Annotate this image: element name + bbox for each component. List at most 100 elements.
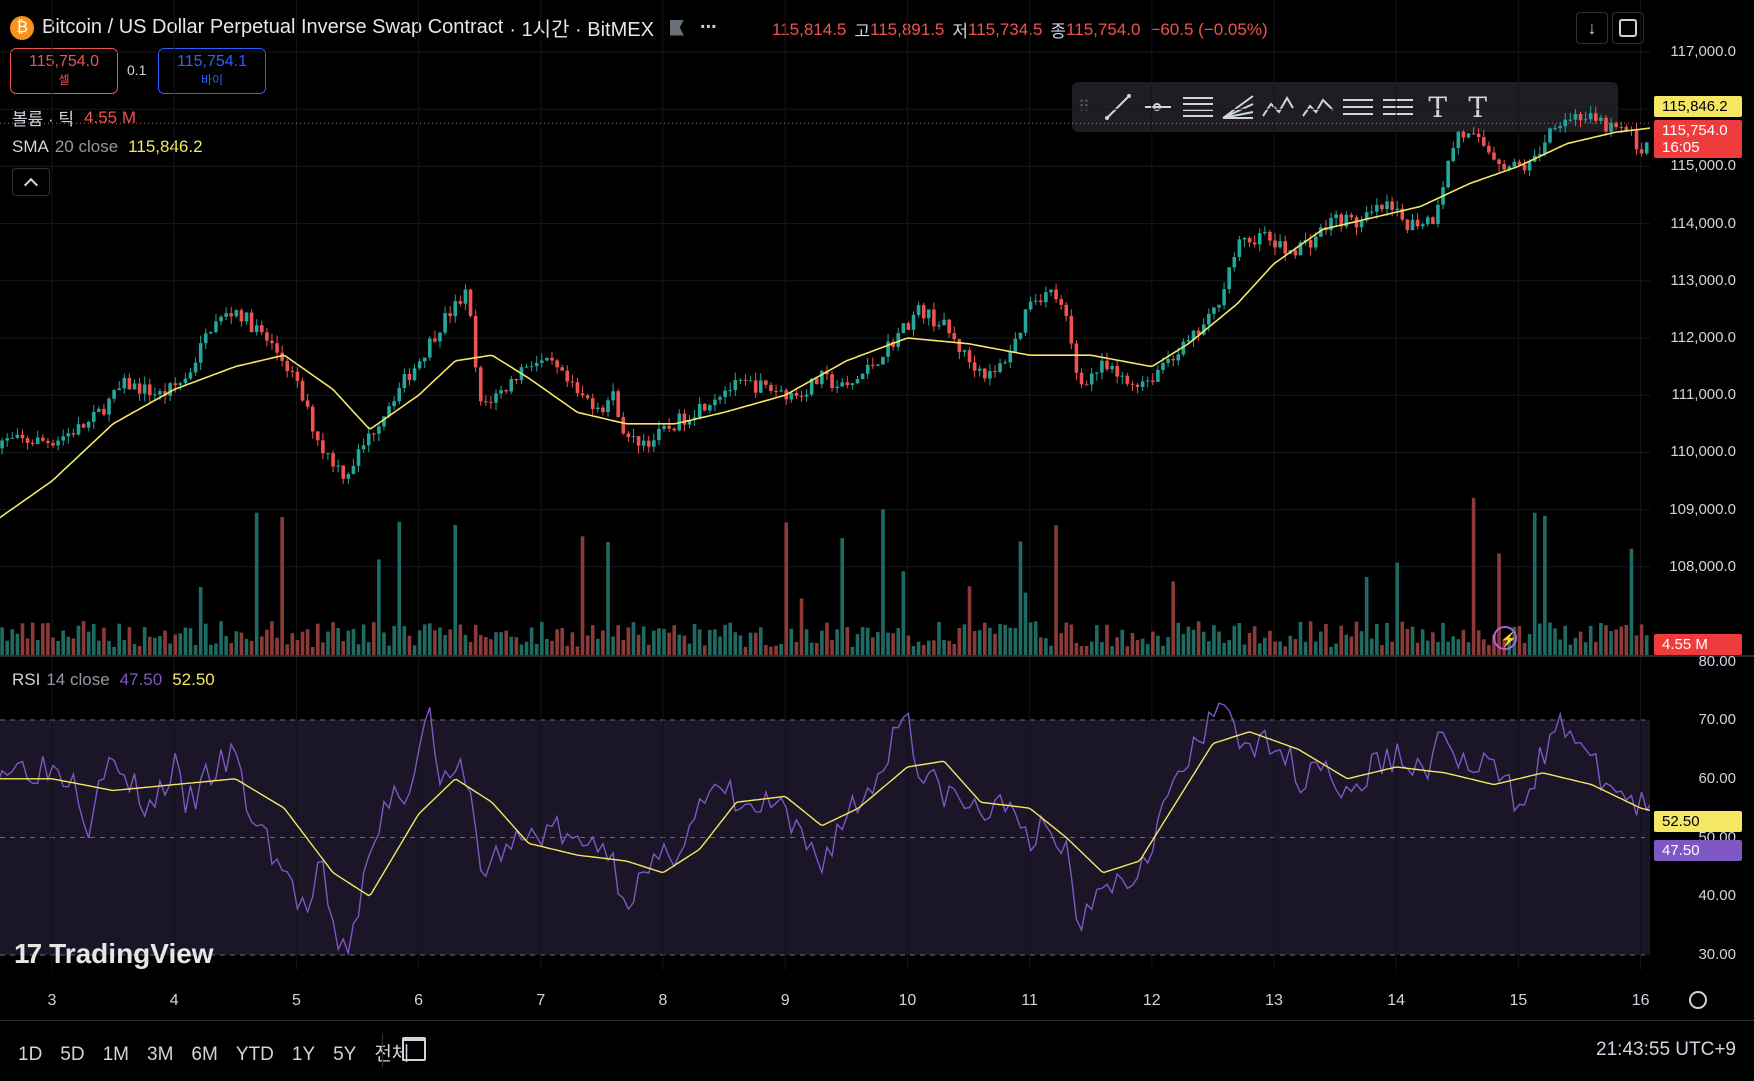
volume-bar — [667, 632, 671, 655]
sell-button[interactable]: 115,754.0 셀 — [10, 48, 118, 94]
range-button[interactable]: 1D — [18, 1044, 43, 1065]
range-button[interactable]: 5Y — [333, 1044, 357, 1065]
text-tool[interactable]: T — [1418, 87, 1458, 127]
range-button[interactable]: 5D — [60, 1044, 85, 1065]
candle-body — [748, 380, 753, 382]
volume-legend[interactable]: 볼륨 · 틱 4.55 M — [12, 105, 136, 130]
volume-bar — [1135, 640, 1140, 655]
volume-bar — [1207, 641, 1211, 655]
candle-body — [1313, 236, 1318, 248]
candle-body — [285, 360, 290, 371]
candle-body — [1359, 220, 1364, 228]
candle-body — [371, 433, 376, 435]
buy-button[interactable]: 115,754.1 바이 — [158, 48, 266, 94]
trend-line-tool[interactable] — [1098, 87, 1138, 127]
volume-bar — [758, 627, 763, 655]
range-button[interactable]: 3M — [147, 1044, 174, 1065]
volume-bar — [1522, 642, 1527, 655]
candle-body — [1583, 119, 1588, 121]
volume-bar — [1599, 623, 1603, 655]
parallel-channel-tool[interactable] — [1178, 87, 1218, 127]
time-axis[interactable]: 3 4 5 6 7 8 9 10 11 12 13 14 15 16 — [0, 970, 1650, 1010]
candle-body — [1120, 375, 1125, 377]
range-button[interactable]: 1M — [102, 1044, 129, 1065]
rsi-tick-label: 40.00 — [1698, 887, 1736, 905]
candle-body — [580, 393, 585, 396]
volume-bar — [51, 637, 55, 655]
more-options-icon[interactable]: ∙∙∙ — [699, 16, 717, 38]
scroll-down-button[interactable]: ↓ — [1576, 12, 1608, 44]
text-anchor-tool[interactable]: T — [1458, 87, 1498, 127]
candle-body — [1023, 309, 1028, 333]
candle-body — [738, 379, 743, 381]
volume-bar — [876, 631, 880, 655]
volume-bar — [580, 536, 585, 655]
candle-body — [51, 442, 55, 446]
symbol-title[interactable]: Bitcoin / US Dollar Perpetual Inverse Sw… — [42, 16, 504, 38]
date-range-tool[interactable] — [1338, 87, 1378, 127]
flag-icon[interactable] — [669, 19, 684, 36]
volume-bar — [1054, 525, 1058, 655]
candle-body — [631, 436, 636, 438]
candle-body — [1217, 305, 1221, 308]
candle-body — [713, 399, 717, 406]
candle-body — [153, 394, 157, 396]
sma-legend[interactable]: SMA 20 close 115,846.2 — [12, 137, 203, 157]
volume-bar — [295, 639, 300, 655]
candle-body — [804, 394, 809, 397]
volume-bar — [1614, 629, 1618, 655]
fib-fan-tool[interactable] — [1218, 87, 1258, 127]
candle-body — [1344, 214, 1349, 227]
range-button[interactable]: 1Y — [291, 1044, 316, 1065]
pane-separator[interactable] — [0, 655, 1754, 657]
drag-handle-icon[interactable]: ⠿ — [1078, 99, 1090, 116]
volume-legend-name: 볼륨 · 틱 — [12, 110, 75, 129]
volume-bar — [132, 644, 137, 655]
volume-bar — [46, 622, 50, 655]
candle-body — [275, 343, 279, 353]
volume-bar — [478, 635, 483, 655]
candle-body — [1578, 113, 1583, 121]
price-axis[interactable]: 117,000.0116,000.0115,000.0114,000.0113,… — [1650, 0, 1754, 655]
volume-bar — [1044, 638, 1048, 655]
candle-body — [1084, 384, 1089, 386]
range-button[interactable]: 전체 — [374, 1044, 410, 1065]
candle-body — [1059, 299, 1063, 305]
chart-settings-button[interactable] — [1686, 988, 1710, 1012]
rsi-legend[interactable]: RSI 14 close 47.50 52.50 — [12, 670, 215, 690]
volume-bar — [0, 627, 4, 655]
candle-body — [1619, 126, 1624, 128]
volume-bar — [448, 629, 452, 655]
volume-bar — [91, 623, 96, 655]
collapse-legend-button[interactable] — [12, 168, 50, 196]
candle-body — [1018, 332, 1023, 339]
volume-bar — [509, 636, 514, 655]
pattern-xabcd-tool[interactable] — [1258, 87, 1298, 127]
volume-bar — [290, 633, 295, 655]
candle-body — [1100, 360, 1104, 373]
watermark-text: TradingView — [49, 938, 214, 969]
symbol-title-row[interactable]: ₿ Bitcoin / US Dollar Perpetual Inverse … — [10, 13, 717, 42]
volume-bar — [514, 637, 519, 655]
rsi-chart[interactable] — [0, 657, 1650, 970]
candle-body — [1212, 307, 1216, 314]
clock-timezone[interactable]: 21:43:55 UTC+9 — [1596, 1039, 1736, 1060]
candle-body — [1431, 217, 1435, 224]
volume-bar — [1543, 515, 1547, 655]
volume-bar — [697, 629, 702, 655]
main-price-chart[interactable]: ⚡ — [0, 0, 1650, 655]
range-button[interactable]: YTD — [235, 1044, 274, 1065]
rsi-axis[interactable]: 80.00 70.00 60.00 50.00 40.00 30.00 52.50 47.50 — [1650, 653, 1754, 970]
horizontal-ray-tool[interactable] — [1138, 87, 1178, 127]
candle-body — [1268, 231, 1272, 241]
volume-bar — [1553, 628, 1557, 655]
reset-button[interactable] — [1612, 12, 1644, 44]
symbol-interval[interactable]: · 1시간 · BitMEX — [509, 19, 654, 41]
price-range-tool[interactable] — [1378, 87, 1418, 127]
goto-date-button[interactable] — [400, 1035, 428, 1063]
channel-icon — [1182, 97, 1213, 117]
candle-body — [30, 442, 35, 444]
range-button[interactable]: 6M — [191, 1044, 218, 1065]
candle-body — [646, 440, 651, 447]
volume-bar — [1059, 633, 1063, 655]
